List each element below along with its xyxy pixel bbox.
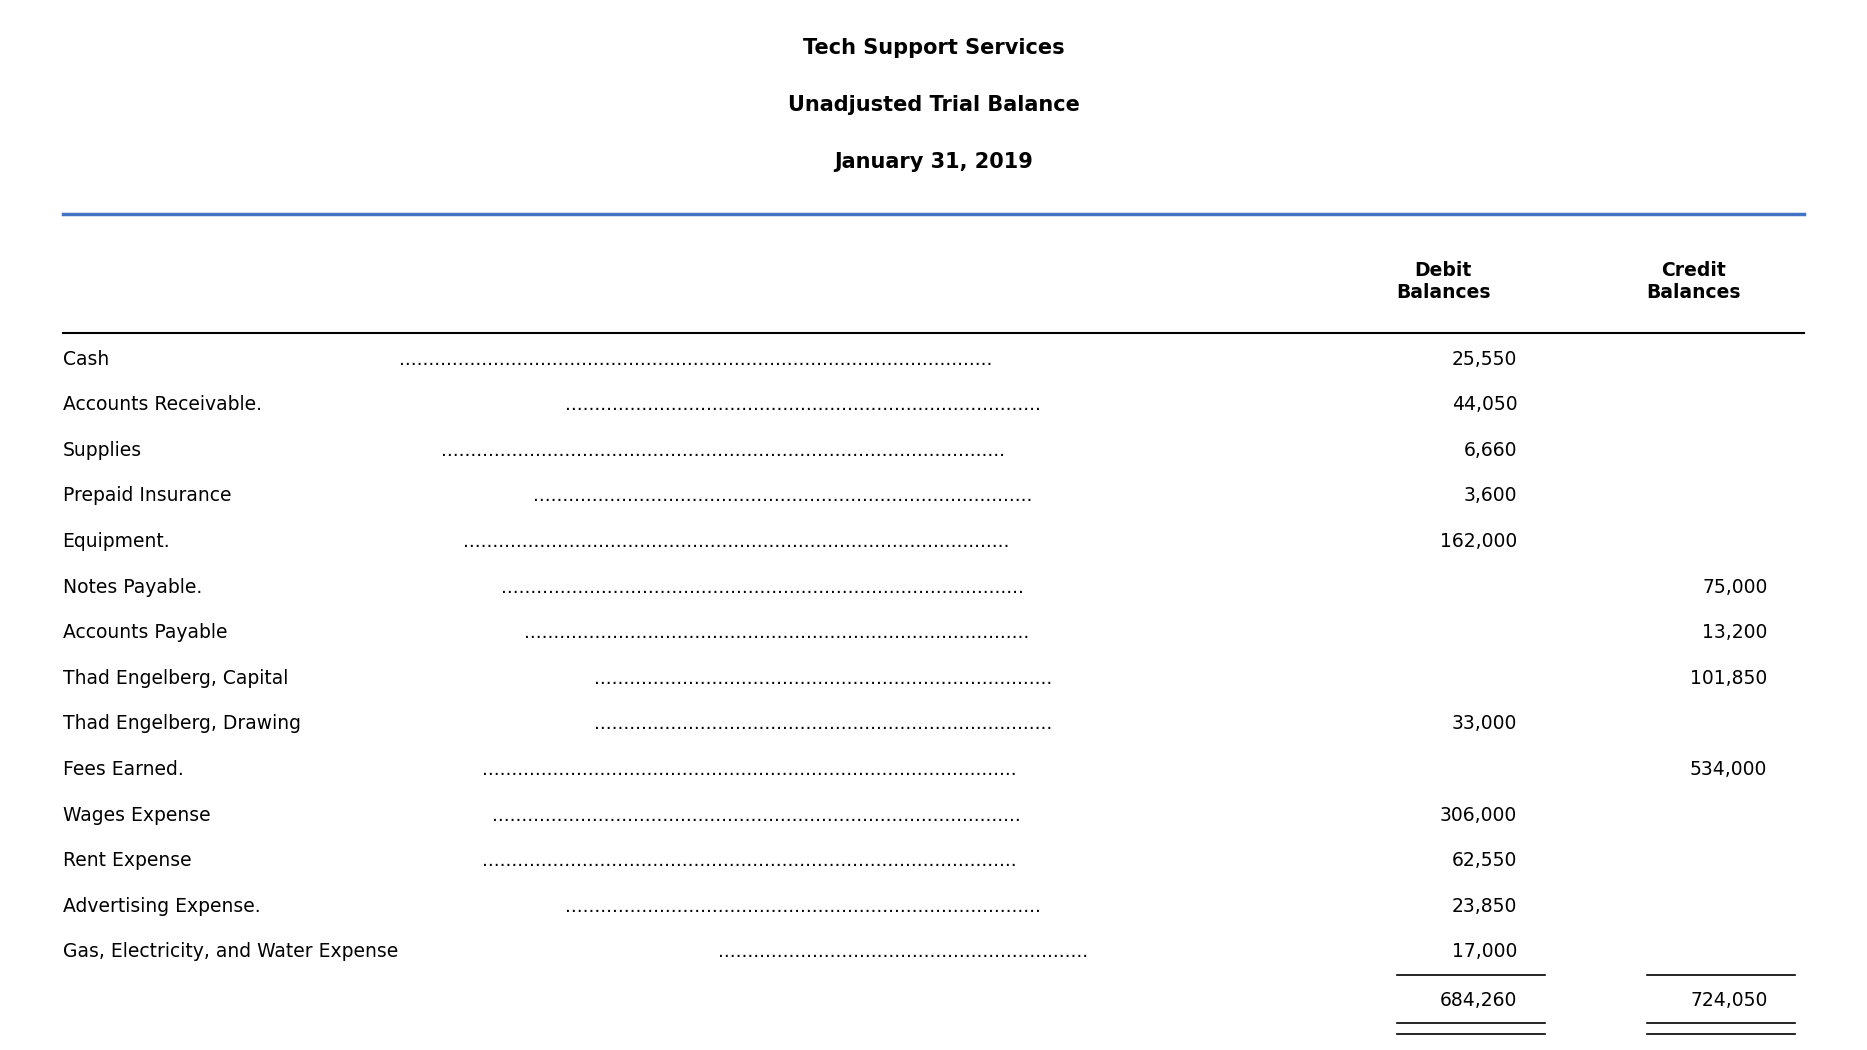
Text: 162,000: 162,000 [1439,532,1518,551]
Text: 6,660: 6,660 [1464,441,1518,460]
Text: Supplies: Supplies [62,441,142,460]
Text: 33,000: 33,000 [1453,714,1518,734]
Text: 534,000: 534,000 [1690,760,1768,779]
Text: ................................................................................: ........................................… [400,350,993,369]
Text: 13,200: 13,200 [1703,624,1768,643]
Text: ................................................................................: ........................................… [502,578,1025,596]
Text: Debit
Balances: Debit Balances [1397,260,1490,301]
Text: ...............................................................: ........................................… [717,943,1088,962]
Text: Tech Support Services: Tech Support Services [803,38,1064,58]
Text: ................................................................................: ........................................… [482,852,1018,870]
Text: Prepaid Insurance: Prepaid Insurance [62,486,232,505]
Text: Rent Expense: Rent Expense [62,852,190,870]
Text: ................................................................................: ........................................… [441,441,1004,460]
Text: Accounts Payable: Accounts Payable [62,624,228,643]
Text: Notes Payable.: Notes Payable. [62,578,202,596]
Text: 306,000: 306,000 [1439,805,1518,824]
Text: Thad Engelberg, Capital: Thad Engelberg, Capital [62,669,288,688]
Text: Accounts Receivable.: Accounts Receivable. [62,395,261,415]
Text: 62,550: 62,550 [1453,852,1518,870]
Text: 724,050: 724,050 [1690,991,1768,1010]
Text: ................................................................................: ........................................… [566,395,1040,415]
Text: 25,550: 25,550 [1453,350,1518,369]
Text: ..............................................................................: ........................................… [594,714,1051,734]
Text: Wages Expense: Wages Expense [62,805,211,824]
Text: ................................................................................: ........................................… [463,532,1010,551]
Text: 17,000: 17,000 [1453,943,1518,962]
Text: 3,600: 3,600 [1464,486,1518,505]
Text: ................................................................................: ........................................… [482,760,1018,779]
Text: Equipment.: Equipment. [62,532,170,551]
Text: 75,000: 75,000 [1703,578,1768,596]
Text: ................................................................................: ........................................… [566,897,1040,916]
Text: ................................................................................: ........................................… [523,624,1029,643]
Text: Thad Engelberg, Drawing: Thad Engelberg, Drawing [62,714,301,734]
Text: Fees Earned.: Fees Earned. [62,760,183,779]
Text: Credit
Balances: Credit Balances [1647,260,1740,301]
Text: January 31, 2019: January 31, 2019 [835,152,1032,172]
Text: 101,850: 101,850 [1690,669,1768,688]
Text: ..............................................................................: ........................................… [594,669,1051,688]
Text: 23,850: 23,850 [1453,897,1518,916]
Text: Gas, Electricity, and Water Expense: Gas, Electricity, and Water Expense [62,943,398,962]
Text: Unadjusted Trial Balance: Unadjusted Trial Balance [788,94,1079,116]
Text: ................................................................................: ........................................… [491,805,1021,824]
Text: 684,260: 684,260 [1439,991,1518,1010]
Text: Advertising Expense.: Advertising Expense. [62,897,260,916]
Text: 44,050: 44,050 [1453,395,1518,415]
Text: Cash: Cash [62,350,108,369]
Text: ................................................................................: ........................................… [534,486,1032,505]
